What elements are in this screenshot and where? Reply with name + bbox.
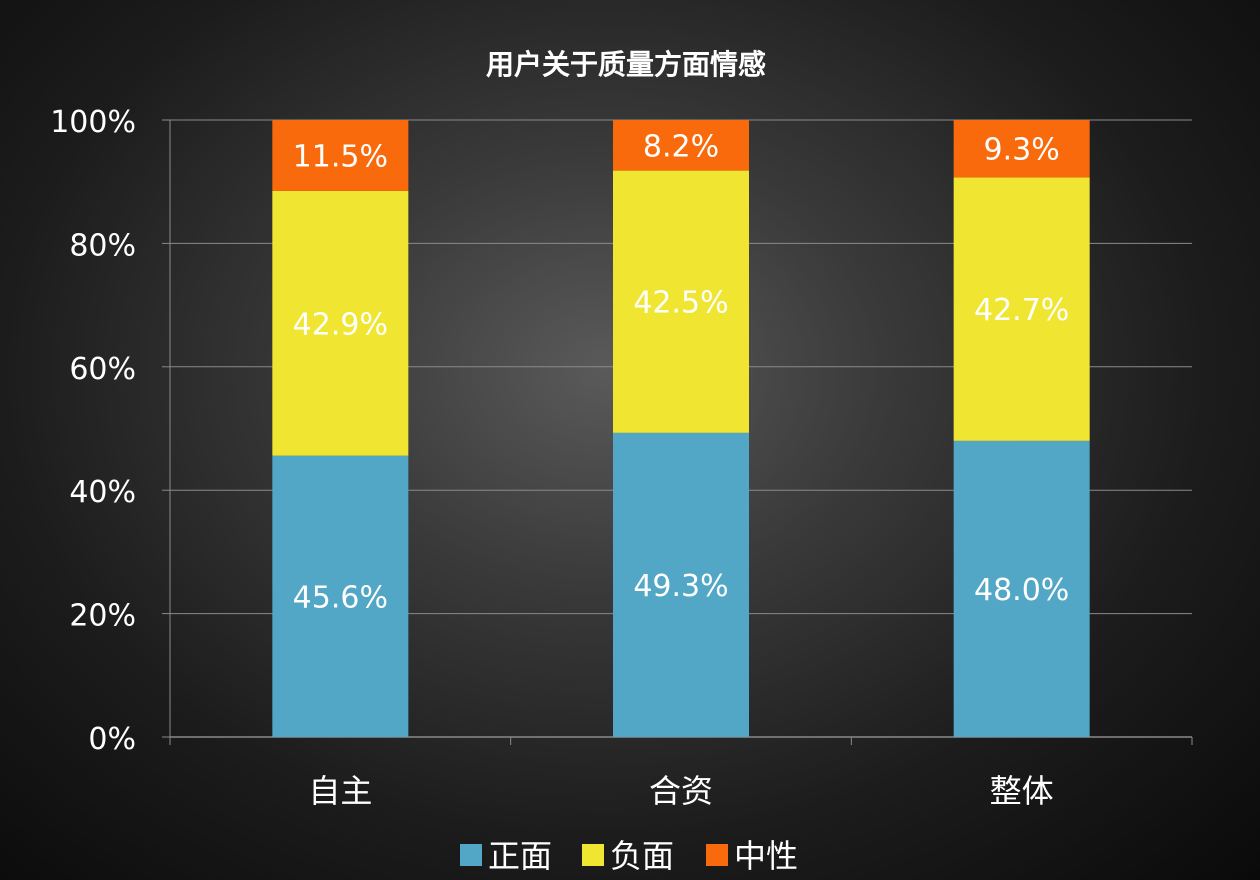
bar-segment bbox=[613, 170, 749, 433]
data-label: 11.5% bbox=[293, 139, 388, 174]
bar-segment bbox=[272, 190, 409, 456]
x-tick-label: 整体 bbox=[990, 772, 1054, 810]
legend-swatch bbox=[460, 844, 482, 866]
y-axis-ticks: 0% 20% 40% 60% 80% 100% bbox=[50, 105, 136, 757]
legend-label: 正面 bbox=[488, 837, 552, 875]
bar-segment bbox=[953, 440, 1090, 737]
y-tick-label: 80% bbox=[69, 228, 136, 263]
bar-segment bbox=[953, 120, 1090, 178]
legend-swatch bbox=[706, 844, 728, 866]
data-label: 9.3% bbox=[984, 133, 1060, 168]
data-label: 48.0% bbox=[974, 573, 1069, 608]
data-label: 42.5% bbox=[633, 286, 728, 321]
legend-swatch bbox=[582, 844, 604, 866]
bar-segment bbox=[272, 455, 409, 737]
data-label: 42.7% bbox=[974, 293, 1069, 328]
y-tick-label: 100% bbox=[50, 105, 136, 140]
bar-segment bbox=[272, 120, 409, 191]
chart-title: 用户关于质量方面情感 bbox=[486, 48, 766, 81]
bars: 45.6% 42.9% 11.5% 49.3% 42.5% 8.2% 48.0% 42.7% 9… bbox=[272, 120, 1090, 737]
y-tick-label: 40% bbox=[69, 475, 136, 510]
bar-segment bbox=[613, 120, 749, 171]
data-label: 49.3% bbox=[633, 569, 728, 604]
bar-segment bbox=[613, 432, 749, 737]
x-tick-label: 自主 bbox=[308, 772, 372, 810]
y-tick-label: 0% bbox=[88, 722, 136, 757]
y-tick-label: 60% bbox=[69, 352, 136, 387]
legend-label: 负面 bbox=[610, 837, 674, 875]
data-label: 45.6% bbox=[293, 580, 388, 615]
data-label: 8.2% bbox=[643, 129, 719, 164]
legend-label: 中性 bbox=[734, 837, 798, 875]
x-tick-label: 合资 bbox=[649, 772, 713, 810]
legend: 正面 负面 中性 bbox=[460, 837, 798, 875]
x-axis-ticks: 自主 合资 整体 bbox=[308, 772, 1053, 810]
data-label: 42.9% bbox=[293, 307, 388, 342]
bar-segment bbox=[953, 177, 1090, 441]
y-tick-label: 20% bbox=[69, 599, 136, 634]
